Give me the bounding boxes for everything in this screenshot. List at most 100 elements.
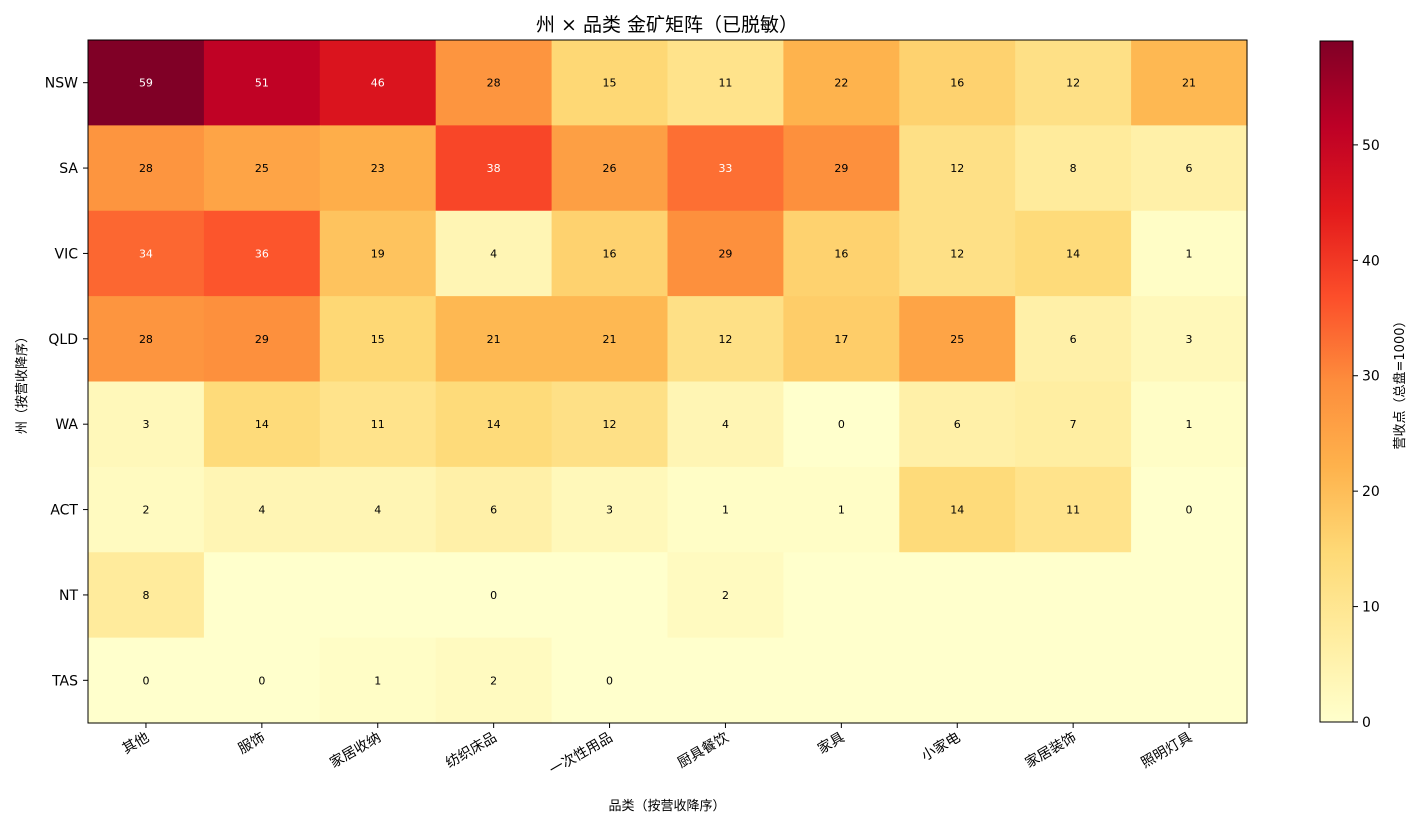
cell-value-label: 2 [142,504,149,517]
heatmap-cell-NT-0 [88,552,205,639]
cell-value-label: 21 [603,333,617,346]
heatmap-cell-NSW-7 [899,40,1016,126]
heatmap-cell-WA-3 [435,381,553,468]
cell-value-label: 3 [1186,333,1193,346]
heatmap-cell-NSW-6 [783,40,900,126]
colorbar-label: 营收点（总盘=1000） [1392,315,1408,450]
heatmap-cell-WA-5 [667,381,784,468]
heatmap-cell-QLD-5 [667,296,784,383]
colorbar-tick-label: 0 [1362,715,1371,731]
heatmap-cell-ACT-4 [551,466,669,553]
colorbar-gradient [1319,40,1354,723]
heatmap-cell-QLD-0 [88,296,205,383]
heatmap-cell-SA-6 [783,125,900,212]
heatmap-cell-ACT-5 [667,466,784,553]
cell-value-label: 14 [487,418,501,431]
heatmap-cell-SA-5 [667,125,784,212]
heatmap-cell-TAS-2 [319,637,437,724]
cell-value-label: 14 [950,504,964,517]
cell-value-label: 23 [371,162,385,175]
cell-value-label: 4 [258,504,265,517]
cell-value-label: 8 [142,589,149,602]
cell-value-label: 11 [1066,504,1080,517]
heatmap-cell-TAS-4 [551,637,669,724]
cell-value-label: 25 [950,333,964,346]
heatmap-cell-NT-8 [1015,552,1132,639]
y-tick-label: SA [59,161,78,177]
x-axis-label: 品类（按营收降序） [608,799,725,814]
heatmap-cell-VIC-9 [1131,210,1248,297]
heatmap-cell-QLD-8 [1015,296,1132,383]
colorbar-tick-label: 50 [1362,138,1380,154]
cell-value-label: 51 [255,77,269,90]
heatmap-cell-WA-6 [783,381,900,468]
heatmap-cell-WA-7 [899,381,1016,468]
heatmap-cell-SA-7 [899,125,1016,212]
heatmap-cell-SA-9 [1131,125,1248,212]
cell-value-label: 1 [722,504,729,517]
heatmap-cell-NT-5 [667,552,784,639]
cell-value-label: 12 [950,162,964,175]
cell-value-label: 0 [490,589,497,602]
cell-value-label: 15 [603,77,617,90]
heatmap-cell-VIC-1 [203,210,321,297]
plot-frame [87,39,1248,724]
cell-value-label: 38 [487,162,501,175]
heatmap-cell-ACT-2 [319,466,437,553]
heatmap-cell-NSW-5 [667,40,784,126]
heatmap-cell-VIC-4 [551,210,669,297]
heatmap-cell-VIC-3 [435,210,553,297]
cell-value-label: 17 [834,333,848,346]
y-tick-label: NT [59,588,78,604]
cell-value-label: 16 [834,247,848,260]
cell-value-label: 1 [374,674,381,687]
cell-value-label: 2 [722,589,729,602]
cell-value-label: 16 [950,77,964,90]
heatmap-cell-NSW-1 [203,40,321,126]
y-tick-label: TAS [51,673,78,689]
heatmap-cell-ACT-9 [1131,466,1248,553]
x-tick-label: 家具 [815,729,848,758]
cell-value-label: 12 [718,333,732,346]
colorbar: 0 10 20 30 40 50 营收点（总盘=1000） [1319,40,1408,731]
x-tick-label: 家居收纳 [327,729,384,772]
heatmap-cell-QLD-4 [551,296,669,383]
heatmap-cell-VIC-8 [1015,210,1132,297]
cell-value-label: 14 [255,418,269,431]
heatmap-cell-NSW-0 [88,40,205,126]
heatmap-cell-TAS-0 [88,637,205,724]
cell-value-label: 14 [1066,247,1080,260]
cell-value-label: 6 [490,504,497,517]
cell-value-label: 34 [139,247,153,260]
x-tick-label: 其他 [120,730,152,758]
colorbar-tick-label: 40 [1362,253,1380,269]
cell-value-label: 29 [255,333,269,346]
cell-value-label: 29 [834,162,848,175]
cell-value-label: 25 [255,162,269,175]
x-axis: 其他 服饰 家居收纳 纺织床品 一次性用品 厨具餐饮 家具 小家电 家居装饰 照明灯具 [120,723,1195,778]
heatmap-cell-TAS-9 [1131,637,1248,724]
x-tick-label: 家居装饰 [1022,729,1079,772]
heatmap-cell-VIC-5 [667,210,784,297]
heatmap-cell-NT-6 [783,552,900,639]
heatmap-cell-WA-1 [203,381,321,468]
x-tick-label: 纺织床品 [443,730,499,772]
heatmap-cell-SA-0 [88,125,205,212]
cell-value-label: 0 [258,674,265,687]
heatmap-cell-NT-2 [319,552,437,639]
colorbar-tick-label: 30 [1362,369,1380,385]
heatmap-cell-TAS-1 [203,637,321,724]
cell-value-label: 28 [139,333,153,346]
heatmap-cell-ACT-3 [435,466,553,553]
heatmap-cell-NT-4 [551,552,669,639]
cell-value-label: 46 [371,77,385,90]
cell-value-label: 28 [487,77,501,90]
cell-value-label: 28 [139,162,153,175]
heatmap-cell-QLD-7 [899,296,1016,383]
colorbar-tick-label: 20 [1362,484,1380,500]
cell-value-label: 4 [374,504,381,517]
heatmap-cell-ACT-0 [88,466,205,553]
cell-value-label: 21 [487,333,501,346]
x-tick-label: 一次性用品 [547,730,616,779]
